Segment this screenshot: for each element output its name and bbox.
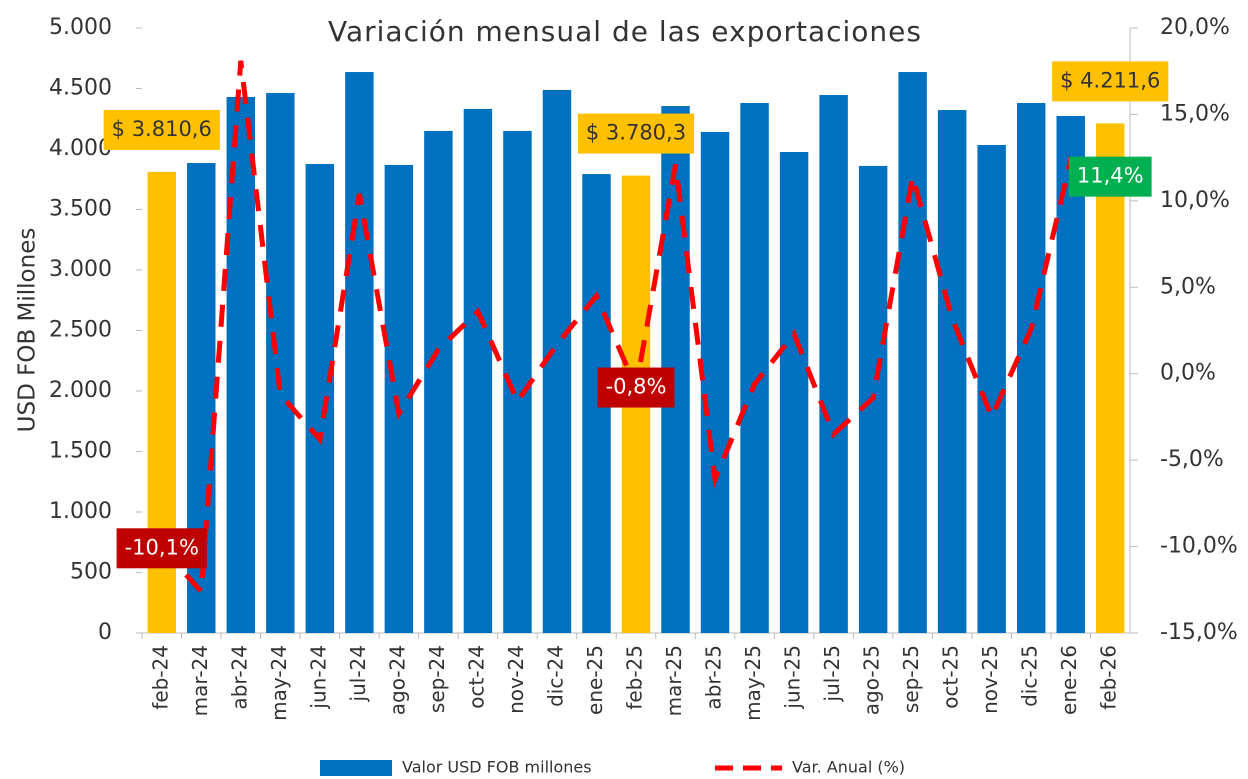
y2-tick-label: 0,0% xyxy=(1160,361,1216,386)
legend-swatch xyxy=(320,760,392,776)
bar xyxy=(384,164,414,634)
data-label-box xyxy=(1052,61,1169,102)
y2-tick-label: 15,0% xyxy=(1160,101,1230,126)
y2-tick-label: -10,0% xyxy=(1160,534,1238,559)
data-label-text: $ 4.211,6 xyxy=(1060,68,1160,92)
y-tick-label: 2.500 xyxy=(49,318,112,343)
bar xyxy=(977,145,1006,633)
data-label-text: $ 3.810,6 xyxy=(112,117,212,141)
x-tick-label: nov-24 xyxy=(504,645,528,714)
x-tick-label: sep-24 xyxy=(425,645,449,713)
x-tick-label: feb-25 xyxy=(623,645,647,710)
x-tick-label: mar-24 xyxy=(188,645,212,716)
y-tick-label: 4.500 xyxy=(49,76,112,101)
x-tick-label: ene-26 xyxy=(1057,645,1081,715)
bar xyxy=(463,108,493,634)
y-tick-label: 3.500 xyxy=(49,197,112,222)
x-tick-label: may-25 xyxy=(741,645,765,721)
bar xyxy=(226,96,256,634)
x-tick-label: mar-25 xyxy=(662,645,686,716)
y2-tick-label: 5,0% xyxy=(1160,274,1216,299)
y2-tick-label: -15,0% xyxy=(1160,620,1238,645)
x-tick-label: dic-25 xyxy=(1018,645,1042,707)
data-label-text: $ 3.780,3 xyxy=(586,121,686,145)
y-tick-label: 2.000 xyxy=(49,378,112,403)
x-tick-label: abr-25 xyxy=(702,645,726,710)
y-tick-label: 5.000 xyxy=(49,15,112,40)
y-tick-label: 1.500 xyxy=(49,439,112,464)
x-tick-label: jun-24 xyxy=(306,645,330,710)
data-label: $ 4.211,6 xyxy=(1052,61,1169,102)
bar xyxy=(345,72,374,633)
bar xyxy=(779,152,809,633)
bar xyxy=(700,131,730,633)
x-tick-label: ago-25 xyxy=(860,645,884,715)
x-tick-label: jun-25 xyxy=(781,645,805,710)
bar xyxy=(898,72,927,633)
y-tick-label: 500 xyxy=(70,560,112,585)
bar xyxy=(305,164,335,633)
data-label-box xyxy=(116,528,207,569)
y-axis-label: USD FOB Millones xyxy=(15,228,41,433)
y-tick-label: 4.000 xyxy=(49,136,112,161)
data-label-box xyxy=(577,113,695,154)
bar xyxy=(740,103,769,633)
data-label-box xyxy=(103,109,220,150)
x-tick-label: dic-24 xyxy=(543,645,567,707)
y-tick-label: 1.000 xyxy=(49,499,112,524)
bar xyxy=(1016,103,1046,633)
x-tick-label: jul-24 xyxy=(346,645,370,702)
data-label: $ 3.810,6 xyxy=(103,109,220,150)
x-tick-label: nov-25 xyxy=(978,645,1002,714)
y2-tick-label: -5,0% xyxy=(1160,447,1224,472)
legend-label: Var. Anual (%) xyxy=(792,758,905,777)
data-label-box xyxy=(1068,156,1152,197)
data-label-text: -0,8% xyxy=(606,375,667,399)
data-label: $ 3.780,3 xyxy=(577,113,695,154)
data-label: -0,8% xyxy=(597,367,675,408)
data-label: -10,1% xyxy=(116,528,207,569)
x-tick-label: ene-25 xyxy=(583,645,607,715)
x-tick-label: may-24 xyxy=(267,645,291,721)
x-tick-label: feb-24 xyxy=(148,645,172,710)
bar xyxy=(819,95,848,633)
x-tick-label: jul-25 xyxy=(820,645,844,702)
data-label: 11,4% xyxy=(1068,156,1152,197)
x-tick-label: feb-26 xyxy=(1097,645,1121,710)
bar xyxy=(266,92,295,634)
data-label-box xyxy=(597,367,675,408)
bar xyxy=(937,110,967,633)
x-tick-label: sep-25 xyxy=(899,645,923,713)
y-tick-label: 3.000 xyxy=(49,257,112,282)
x-tick-label: abr-24 xyxy=(227,645,251,710)
bar xyxy=(424,130,453,633)
x-tick-label: oct-24 xyxy=(464,645,488,709)
y-tick-label: 0 xyxy=(98,620,112,645)
bar xyxy=(1096,123,1125,634)
data-label-text: -10,1% xyxy=(125,535,199,559)
data-label-text: 11,4% xyxy=(1077,164,1144,188)
x-tick-label: ago-24 xyxy=(385,645,409,715)
y2-tick-label: 20,0% xyxy=(1160,15,1230,40)
legend-label: Valor USD FOB millones xyxy=(402,758,592,777)
x-tick-label: oct-25 xyxy=(939,645,963,709)
y2-tick-label: 10,0% xyxy=(1160,188,1230,213)
chart-title: Variación mensual de las exportaciones xyxy=(328,15,922,48)
